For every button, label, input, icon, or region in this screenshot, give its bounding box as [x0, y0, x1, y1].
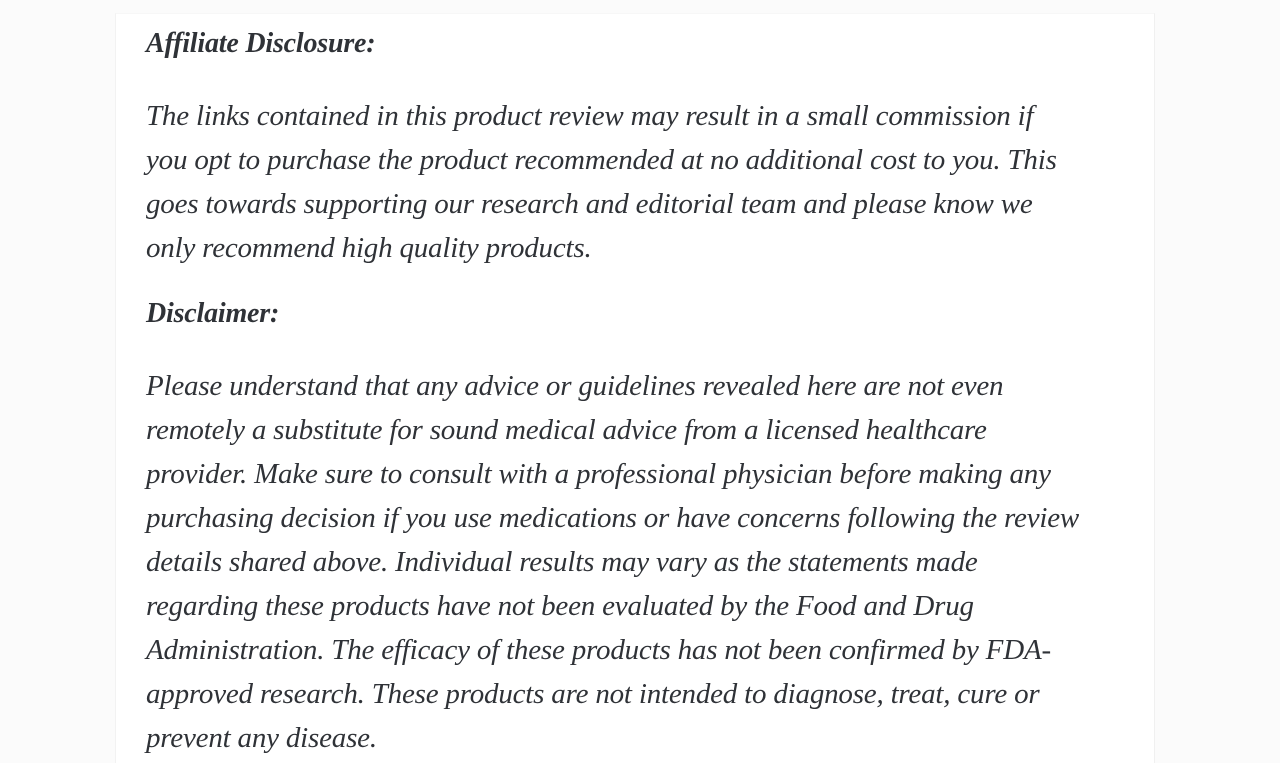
affiliate-disclosure-paragraph: The links contained in this product revi…	[146, 100, 1057, 264]
disclaimer-heading: Disclaimer:	[146, 298, 280, 329]
article-body: Affiliate Disclosure: The links containe…	[146, 26, 1150, 760]
disclaimer-paragraph: Please understand that any advice or gui…	[146, 370, 1080, 754]
article-content-card: Affiliate Disclosure: The links containe…	[115, 13, 1155, 763]
affiliate-disclosure-heading: Affiliate Disclosure:	[146, 28, 376, 59]
